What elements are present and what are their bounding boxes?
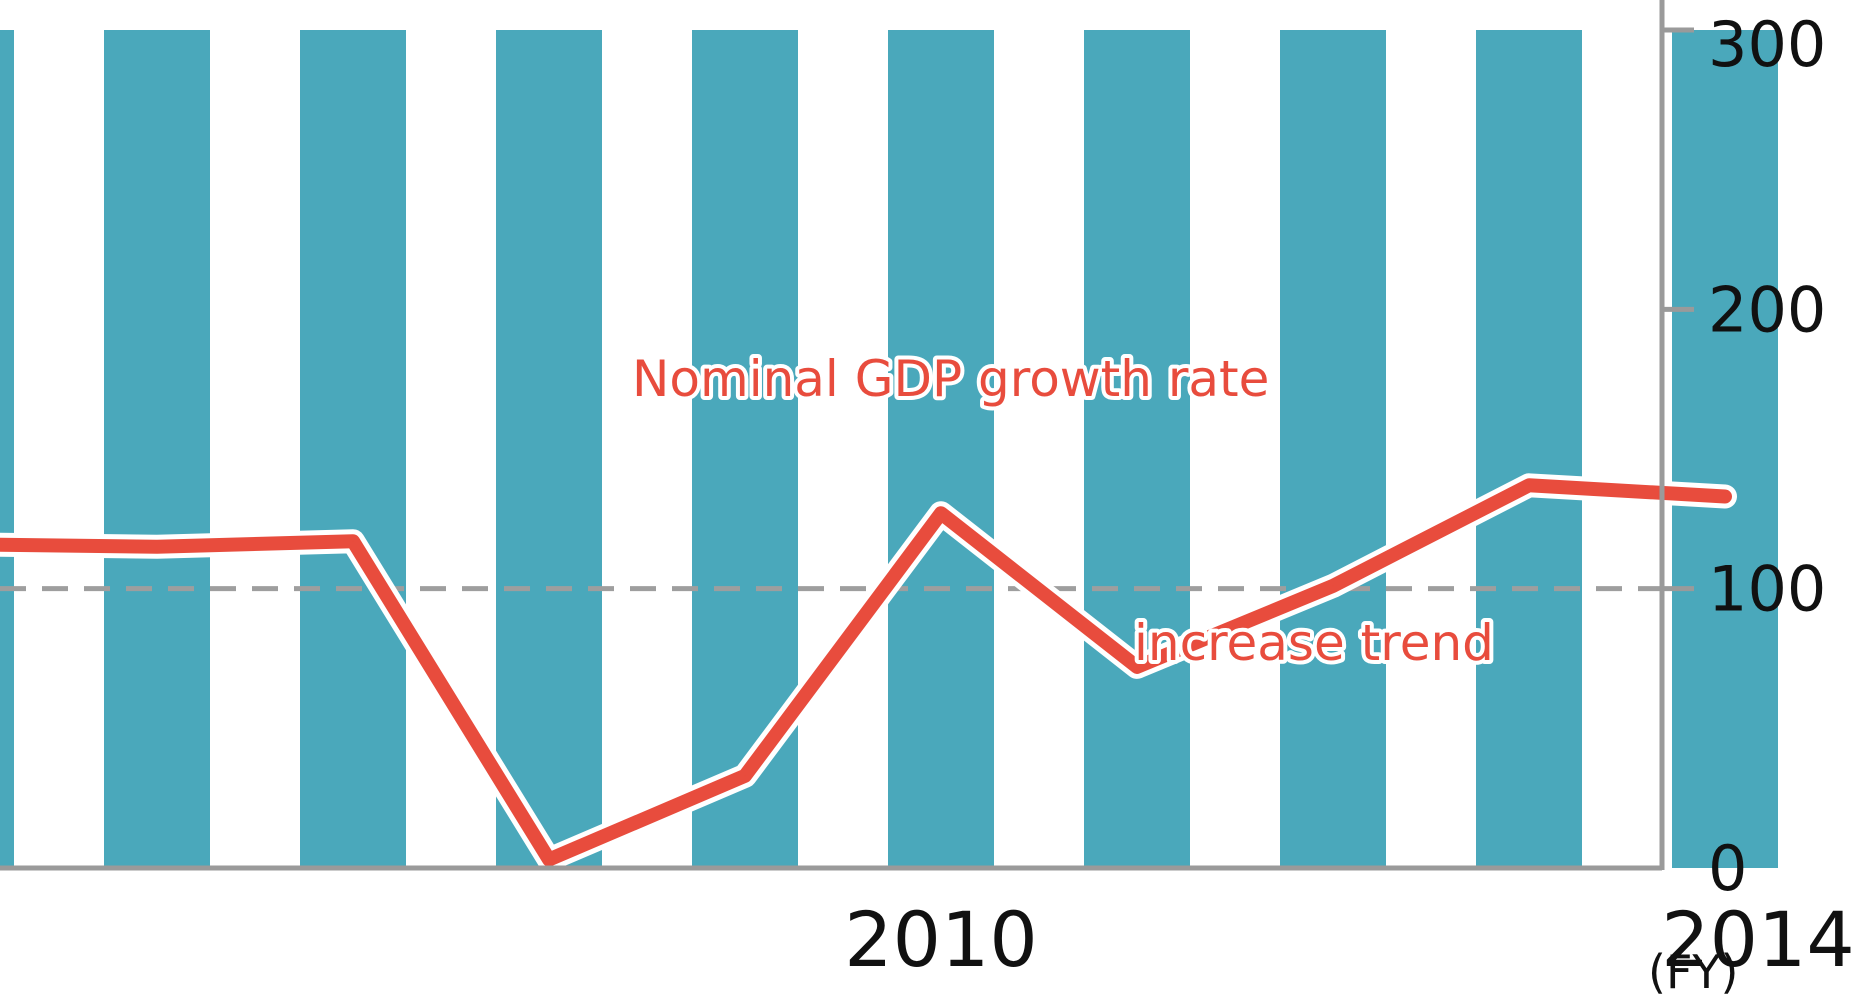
bars-layer bbox=[0, 30, 1778, 868]
y-tick-label-300: 300 bbox=[1708, 8, 1826, 81]
line-point-2014 bbox=[1724, 495, 1726, 498]
line-point-2009 bbox=[744, 774, 746, 777]
bar-2008 bbox=[496, 30, 602, 868]
bar-2007 bbox=[300, 30, 406, 868]
bar-2006 bbox=[104, 30, 210, 868]
bar-2012 bbox=[1280, 30, 1386, 868]
line-point-2013 bbox=[1528, 484, 1530, 487]
line-point-2006 bbox=[156, 545, 158, 548]
annotation-nominal-gdp: Nominal GDP growth rate bbox=[632, 350, 1269, 408]
y-tick-label-0: 0 bbox=[1708, 832, 1747, 905]
y-tick-label-200: 200 bbox=[1708, 273, 1826, 346]
bar-2005 bbox=[0, 30, 14, 868]
line-point-2008 bbox=[548, 858, 550, 861]
x-tick-label-2014: 2014 bbox=[1661, 895, 1854, 984]
nominal-gdp-line bbox=[0, 478, 1732, 867]
line-layer bbox=[0, 473, 1737, 872]
bar-2011 bbox=[1084, 30, 1190, 868]
x-tick-label-2010: 2010 bbox=[844, 895, 1037, 984]
x-unit-label: (FY) bbox=[1648, 945, 1738, 999]
y-tick-label-100: 100 bbox=[1708, 553, 1826, 626]
annotation-increase-trend: increase trend bbox=[1134, 614, 1494, 672]
bar-2013 bbox=[1476, 30, 1582, 868]
bar-2010 bbox=[888, 30, 994, 868]
line-point-2012 bbox=[1332, 584, 1334, 587]
bar-2014 bbox=[1672, 30, 1778, 868]
annotation-layer: Nominal GDP growth rate increase trend bbox=[628, 346, 1498, 676]
line-point-2007 bbox=[352, 540, 354, 543]
line-point-2010 bbox=[940, 512, 942, 515]
line-point-2011 bbox=[1136, 665, 1138, 668]
